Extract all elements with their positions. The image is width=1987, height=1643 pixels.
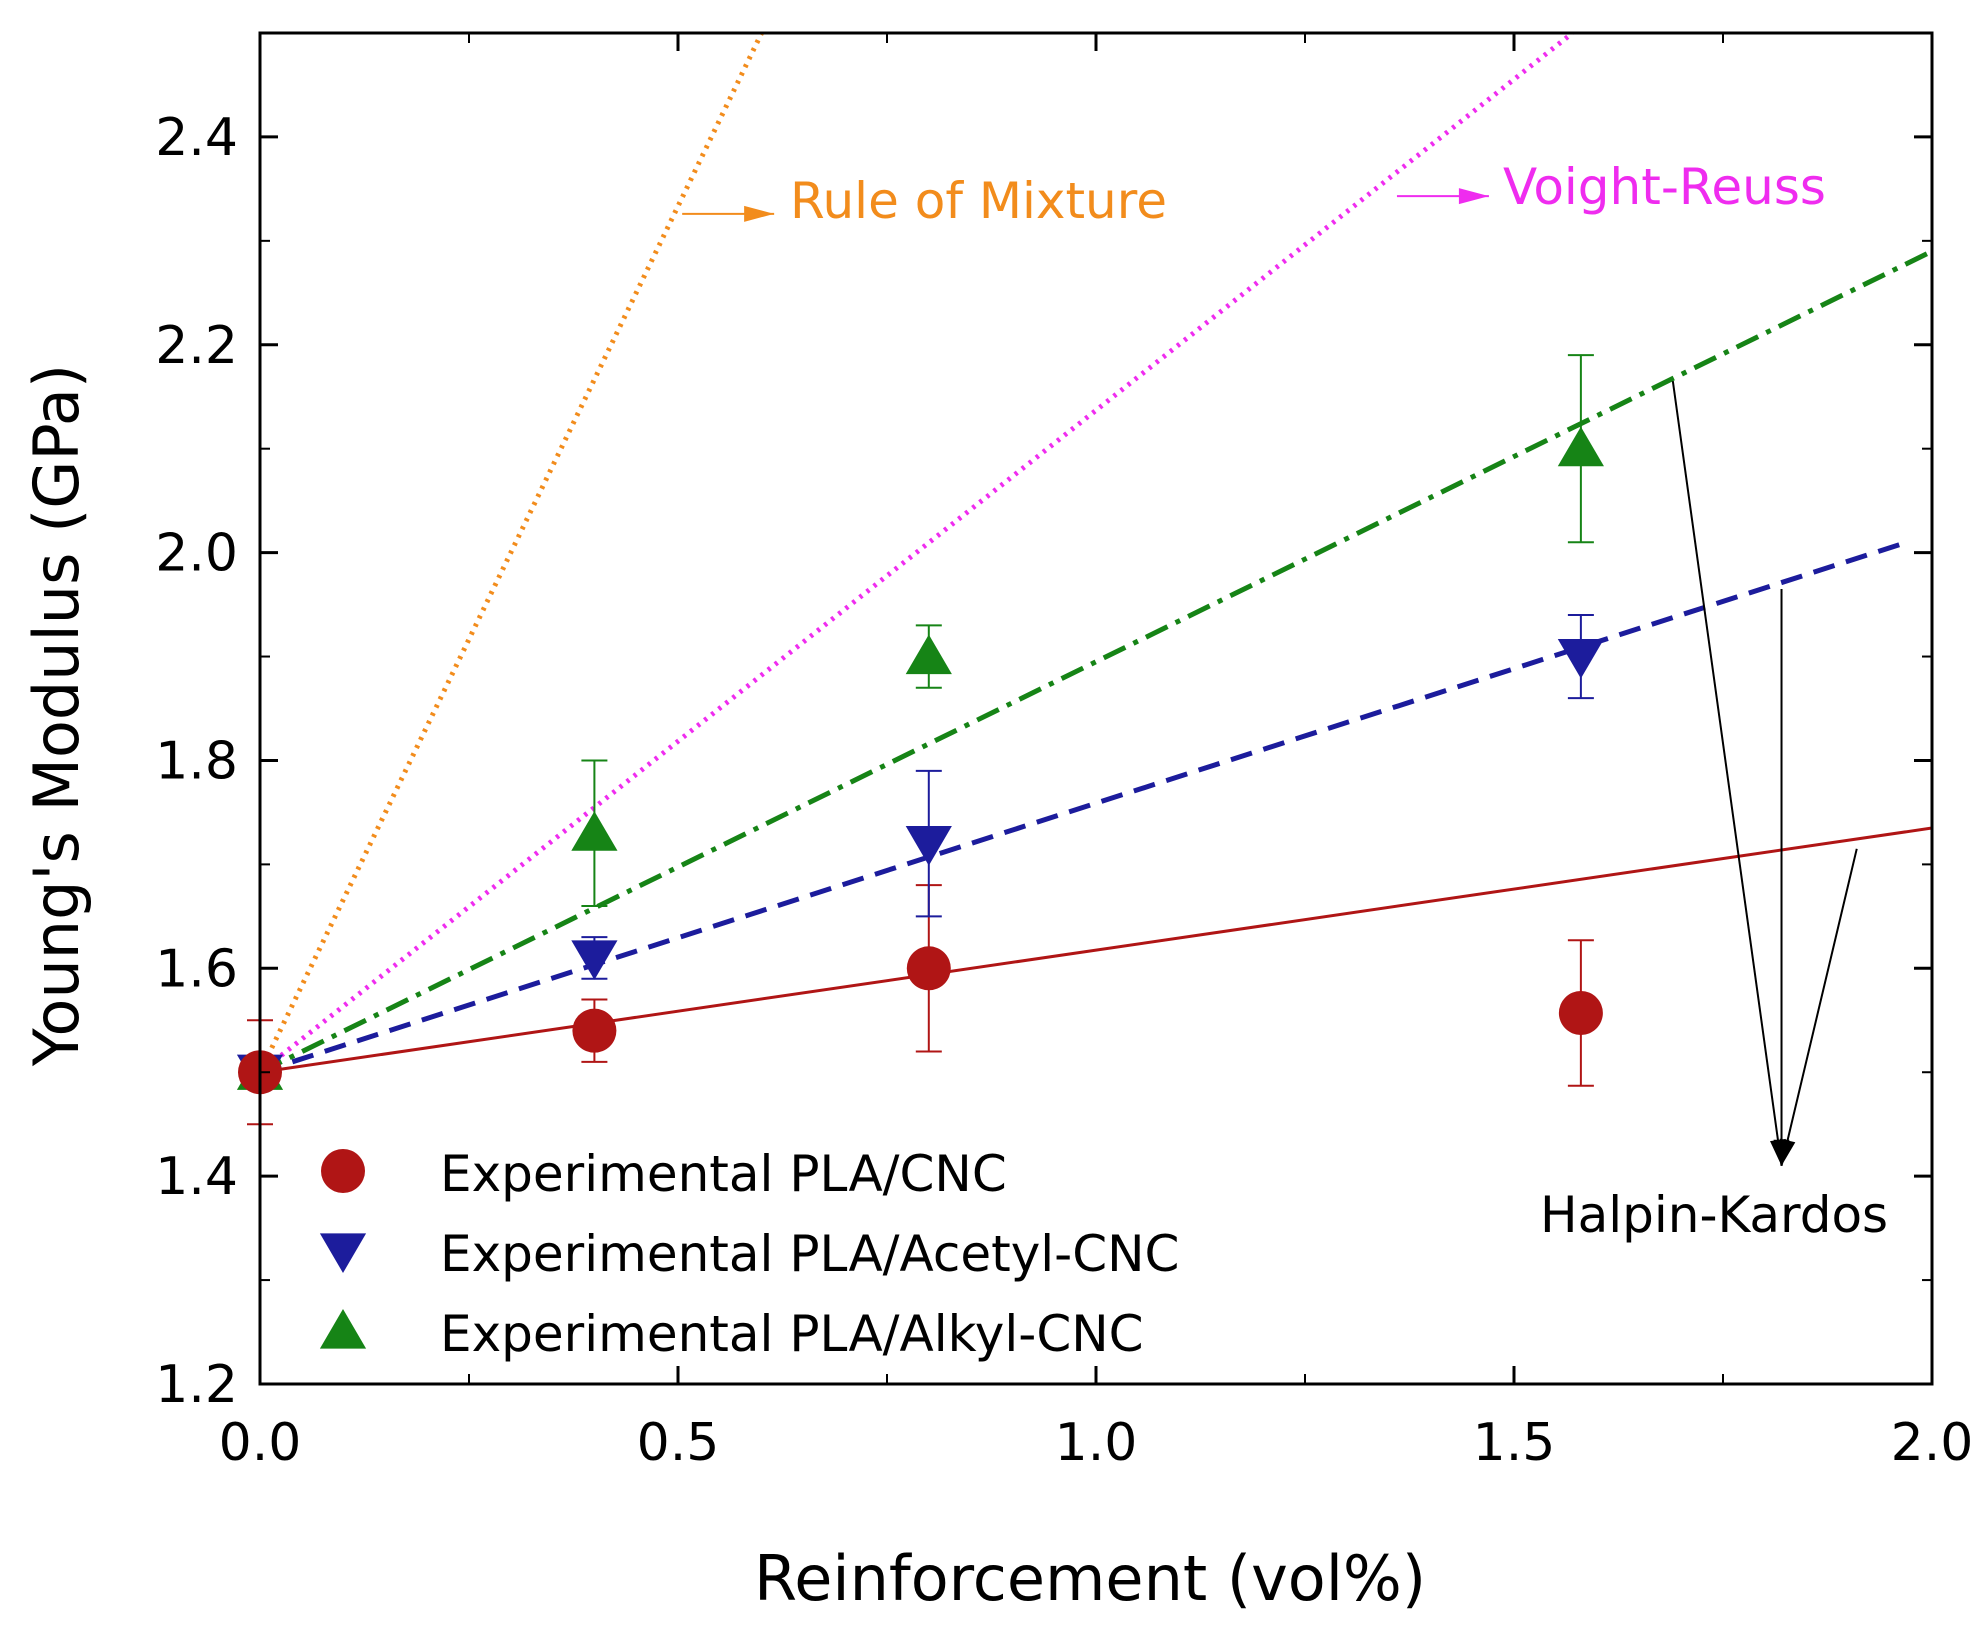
model-line-4	[260, 826, 1932, 1074]
legend-label-0: Experimental PLA/CNC	[440, 1145, 1007, 1203]
data-point-0-1	[572, 1008, 617, 1053]
arrow-halpin-kardos-cnc-head	[1779, 1138, 1796, 1166]
legend-marker-2	[319, 1309, 367, 1349]
y-tick-label-1: 1.4	[155, 1147, 238, 1207]
data-point-2-3	[1557, 426, 1604, 467]
x-tick-label-3: 1.5	[1473, 1413, 1556, 1473]
arrow-rule-of-mixture-head	[744, 205, 775, 222]
legend-marker-1	[319, 1233, 367, 1273]
x-tick-label-0: 0.0	[219, 1413, 302, 1473]
data-point-2-1	[571, 811, 618, 851]
legend: Experimental PLA/CNC Experimental PLA/Ace…	[319, 1145, 1179, 1363]
arrow-halpin-kardos-alkyl	[1671, 381, 1783, 1166]
model-line-1	[260, 33, 1575, 1075]
y-tick-label-2: 1.6	[155, 939, 238, 999]
data-point-0-2	[906, 946, 951, 991]
data-point-1-2	[905, 826, 952, 866]
data-markers	[236, 426, 1604, 1095]
legend-label-2: Experimental PLA/Alkyl-CNC	[440, 1305, 1144, 1363]
model-line-0	[260, 33, 764, 1074]
y-tick-label-6: 2.4	[155, 108, 238, 168]
error-bars	[247, 354, 1594, 1126]
annotations: Rule of Mixture Voight-Reuss Halpin-Kard…	[682, 158, 1888, 1244]
x-tick-label-2: 1.0	[1055, 1413, 1138, 1473]
legend-marker-0	[321, 1149, 365, 1193]
model-line-2	[260, 248, 1932, 1075]
y-tick-label-0: 1.2	[155, 1355, 238, 1415]
annotation-rule-of-mixture: Rule of Mixture	[790, 172, 1167, 230]
model-line-3	[260, 539, 1908, 1075]
model-lines	[260, 33, 1932, 1075]
data-point-2-2	[905, 634, 952, 675]
data-point-1-3	[1557, 638, 1604, 679]
x-tick-label-4: 2.0	[1891, 1413, 1974, 1473]
annotation-voight-reuss: Voight-Reuss	[1503, 158, 1826, 216]
axes: 0.0 0.5 1.0 1.5 2.0 1.2 1.4 1.6 1.8 2.0 2.2 2.4	[155, 31, 1974, 1473]
y-tick-label-5: 2.2	[155, 316, 238, 376]
x-axis-title: Reinforcement (vol%)	[754, 1542, 1426, 1615]
x-tick-label-1: 0.5	[637, 1413, 720, 1473]
legend-label-1: Experimental PLA/Acetyl-CNC	[440, 1225, 1179, 1283]
y-axis-title: Young's Modulus (GPa)	[20, 364, 93, 1067]
data-point-1-1	[571, 940, 618, 980]
y-tick-label-4: 2.0	[155, 524, 238, 584]
annotation-halpin-kardos: Halpin-Kardos	[1540, 1186, 1888, 1244]
y-tick-label-3: 1.8	[155, 731, 238, 791]
arrow-halpin-kardos-cnc	[1780, 848, 1858, 1166]
arrow-voight-reuss-head	[1458, 188, 1489, 205]
data-point-0-3	[1558, 990, 1603, 1035]
